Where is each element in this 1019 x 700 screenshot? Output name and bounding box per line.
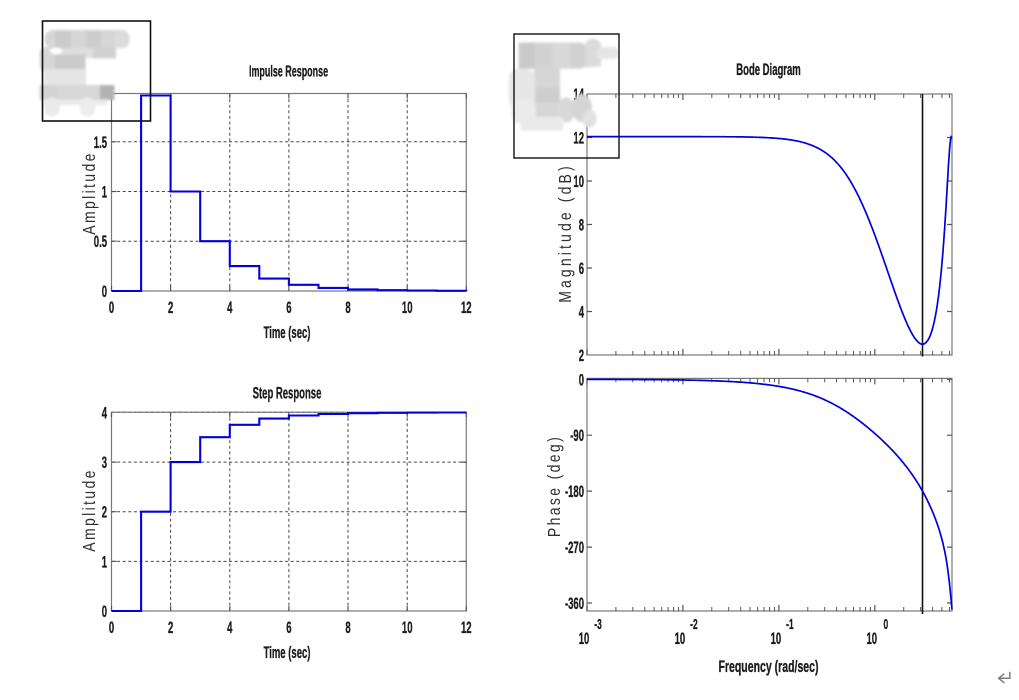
- svg-text:12: 12: [461, 298, 472, 317]
- svg-text:0: 0: [109, 618, 115, 637]
- svg-text:8: 8: [345, 618, 351, 637]
- svg-text:4: 4: [102, 404, 108, 423]
- svg-text:Impulse Response: Impulse Response: [249, 62, 328, 81]
- svg-text:Frequency (rad/sec): Frequency (rad/sec): [718, 656, 818, 675]
- svg-text:Amplitude: Amplitude: [79, 468, 99, 551]
- svg-text:-2: -2: [690, 615, 698, 632]
- svg-text:10: 10: [867, 629, 878, 648]
- svg-text:14: 14: [573, 85, 584, 104]
- svg-text:0: 0: [102, 282, 108, 301]
- svg-text:-90: -90: [570, 426, 584, 445]
- svg-text:-360: -360: [565, 594, 584, 613]
- svg-text:6: 6: [286, 618, 292, 637]
- svg-text:Time (sec): Time (sec): [264, 643, 311, 662]
- svg-text:10: 10: [771, 629, 782, 648]
- svg-text:12: 12: [573, 129, 584, 148]
- svg-text:0: 0: [579, 370, 585, 389]
- svg-text:12: 12: [461, 618, 472, 637]
- svg-text:10: 10: [675, 629, 686, 648]
- svg-text:0: 0: [883, 615, 888, 632]
- svg-text:4: 4: [227, 618, 233, 637]
- svg-text:4: 4: [579, 303, 585, 322]
- svg-text:6: 6: [286, 298, 292, 317]
- svg-text:-180: -180: [565, 482, 584, 501]
- svg-text:10: 10: [573, 172, 584, 191]
- svg-text:2: 2: [102, 503, 108, 522]
- svg-text:8: 8: [345, 298, 351, 317]
- svg-text:10: 10: [402, 298, 413, 317]
- svg-text:0.5: 0.5: [94, 232, 107, 251]
- svg-text:Bode Diagram: Bode Diagram: [736, 60, 800, 79]
- svg-text:2: 2: [579, 346, 585, 365]
- svg-text:Time (sec): Time (sec): [264, 323, 311, 342]
- svg-text:8: 8: [579, 216, 585, 235]
- svg-text:-1: -1: [786, 615, 794, 632]
- svg-text:Magnitude (dB): Magnitude (dB): [555, 163, 575, 303]
- svg-text:0: 0: [102, 602, 108, 621]
- svg-text:10: 10: [402, 618, 413, 637]
- svg-text:6: 6: [579, 259, 585, 278]
- svg-text:1: 1: [102, 183, 108, 202]
- svg-text:-3: -3: [594, 615, 602, 632]
- svg-text:1: 1: [102, 553, 108, 572]
- svg-text:Phase (deg): Phase (deg): [544, 435, 564, 537]
- svg-text:0: 0: [109, 298, 115, 317]
- svg-text:1.5: 1.5: [94, 133, 107, 152]
- svg-text:-270: -270: [565, 538, 584, 557]
- svg-text:2: 2: [168, 618, 174, 637]
- svg-text:4: 4: [227, 298, 233, 317]
- svg-text:Amplitude: Amplitude: [79, 151, 99, 234]
- svg-text:3: 3: [102, 453, 108, 472]
- svg-text:2: 2: [168, 298, 174, 317]
- svg-text:10: 10: [579, 629, 590, 648]
- svg-text:Step Response: Step Response: [253, 384, 322, 403]
